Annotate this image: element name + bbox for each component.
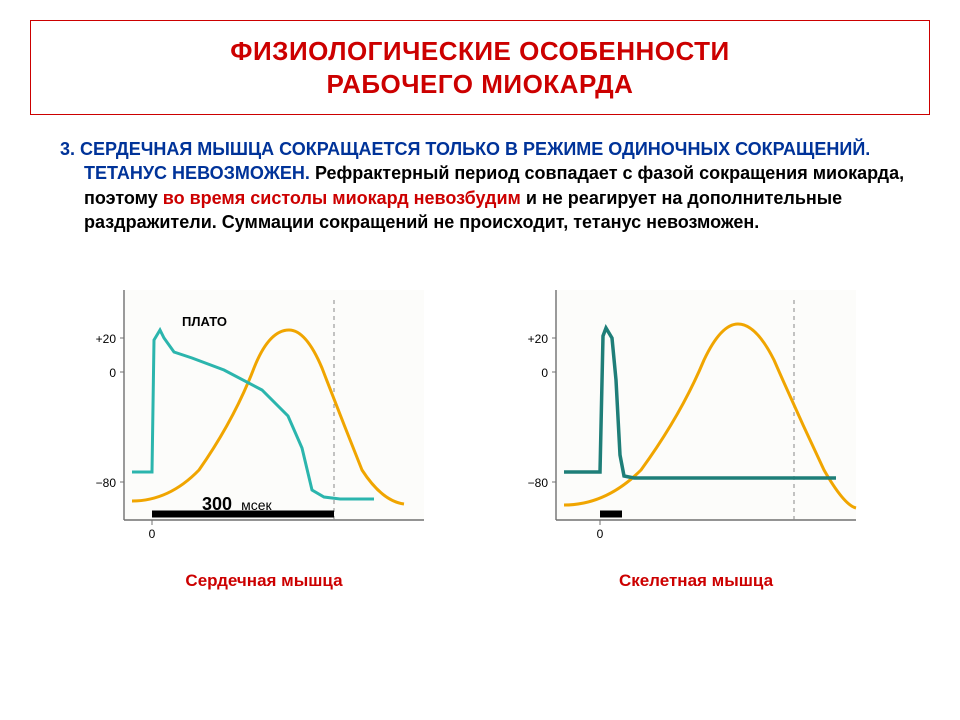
xtick-0: 0 bbox=[149, 527, 156, 541]
point-number: 3. bbox=[60, 139, 80, 159]
skeletal-svg: +20 0 −80 0 bbox=[492, 260, 900, 560]
ytick-20: +20 bbox=[528, 332, 549, 346]
xtick-0: 0 bbox=[597, 527, 604, 541]
caption-skeletal: Скелетная мышца bbox=[492, 571, 900, 591]
cardiac-svg: +20 0 −80 0 ПЛАТО 300 мсек bbox=[60, 260, 468, 560]
caption-cardiac: Сердечная мышца bbox=[60, 571, 468, 591]
plateau-label: ПЛАТО bbox=[182, 314, 227, 329]
charts-row: +20 0 −80 0 ПЛАТО 300 мсек Сердечная мы bbox=[30, 260, 930, 591]
point-3: 3. СЕРДЕЧНАЯ МЫШЦА СОКРАЩАЕТСЯ ТОЛЬКО В … bbox=[54, 137, 930, 234]
title-box: ФИЗИОЛОГИЧЕСКИЕ ОСОБЕННОСТИ РАБОЧЕГО МИО… bbox=[30, 20, 930, 115]
ytick-20: +20 bbox=[96, 332, 117, 346]
chart-cardiac: +20 0 −80 0 ПЛАТО 300 мсек Сердечная мы bbox=[60, 260, 468, 591]
ytick-0: 0 bbox=[109, 366, 116, 380]
title-line-1: ФИЗИОЛОГИЧЕСКИЕ ОСОБЕННОСТИ bbox=[230, 36, 729, 66]
ytick-80: −80 bbox=[528, 476, 549, 490]
chart-skeletal: +20 0 −80 0 Скелетная мышца bbox=[492, 260, 900, 591]
point-highlight: во время систолы миокард невозбудим bbox=[163, 188, 526, 208]
title-line-2: РАБОЧЕГО МИОКАРДА bbox=[327, 69, 634, 99]
plot-bg bbox=[124, 290, 424, 520]
ytick-80: −80 bbox=[96, 476, 117, 490]
ytick-0: 0 bbox=[541, 366, 548, 380]
page-title: ФИЗИОЛОГИЧЕСКИЕ ОСОБЕННОСТИ РАБОЧЕГО МИО… bbox=[51, 35, 909, 100]
